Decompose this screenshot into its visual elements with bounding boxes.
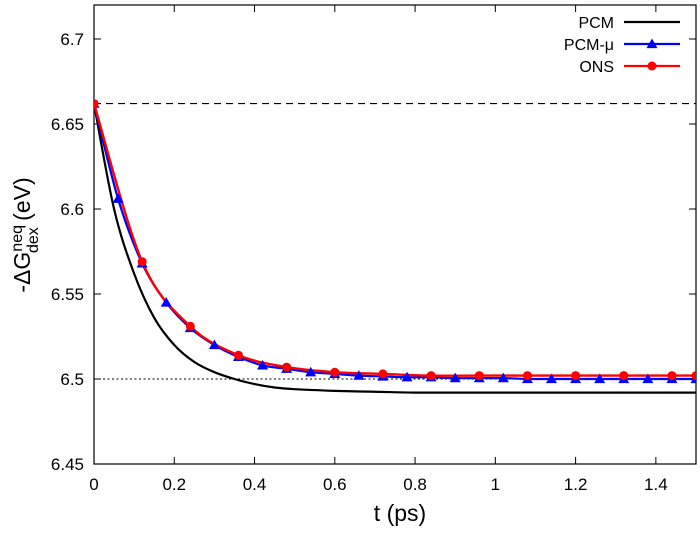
data-point-ons — [330, 367, 340, 377]
data-point-pcm — [642, 373, 654, 384]
data-point-pcm — [257, 359, 269, 370]
plot-frame — [93, 4, 697, 465]
x-tick-label: 0 — [89, 475, 98, 494]
x-tick-label: 1 — [491, 475, 500, 494]
data-point-ons — [691, 371, 696, 381]
x-tick-label: 1.2 — [564, 475, 588, 494]
data-point-pcm — [305, 366, 317, 377]
legend-label-pcm: PCM-μ — [564, 37, 614, 54]
y-tick-label: 6.65 — [51, 115, 84, 134]
legend-marker-pcm — [646, 38, 658, 49]
x-tick-label: 1.4 — [644, 475, 668, 494]
data-point-ons — [571, 371, 581, 381]
data-point-ons — [667, 371, 677, 381]
legend-label-ons: ONS — [579, 59, 614, 76]
data-point-pcm — [353, 370, 365, 380]
data-point-ons — [378, 369, 388, 379]
x-tick-label: 0.6 — [323, 475, 347, 494]
y-axis-title-superscript: neq — [9, 225, 26, 252]
data-point-ons — [474, 371, 484, 381]
series-line-pcm — [94, 103, 696, 394]
data-point-ons — [282, 362, 292, 372]
data-point-pcm — [208, 339, 220, 350]
y-axis-title-suffix: (eV) — [9, 177, 35, 227]
data-point-pcm — [449, 372, 461, 383]
y-axis-title-prefix: -ΔG — [9, 252, 35, 293]
data-point-pcm — [594, 373, 606, 384]
y-tick-label: 6.45 — [51, 455, 84, 474]
data-point-ons — [94, 99, 99, 109]
y-axis-title-subscript: dex — [25, 227, 42, 253]
data-point-ons — [522, 371, 532, 381]
data-point-pcm — [160, 297, 172, 307]
series-line-ons — [94, 103, 696, 377]
legend: PCM PCM-μ ONS — [564, 15, 680, 76]
data-point-pcm — [546, 373, 558, 384]
data-point-ons — [619, 371, 629, 381]
y-tick-label: 6.5 — [60, 370, 84, 389]
x-tick-label: 0.8 — [403, 475, 427, 494]
data-point-ons — [426, 371, 436, 381]
y-tick-label: 6.55 — [51, 285, 84, 304]
legend-marker-ons — [647, 61, 657, 71]
x-tick-label: 0.4 — [243, 475, 267, 494]
y-axis-title: -ΔGneqdex (eV) — [9, 177, 42, 292]
legend-label-pcm: PCM — [578, 15, 614, 32]
data-point-ons — [185, 321, 195, 331]
data-point-ons — [233, 350, 243, 360]
data-point-ons — [137, 257, 147, 267]
series-line-pcm — [94, 103, 696, 381]
data-point-pcm — [401, 371, 413, 382]
y-tick-label: 6.7 — [60, 30, 84, 49]
data-point-pcm — [497, 372, 509, 383]
x-tick-label: 0.2 — [162, 475, 186, 494]
x-axis-title: t (ps) — [374, 500, 426, 526]
data-point-pcm — [112, 193, 124, 203]
y-tick-label: 6.6 — [60, 200, 84, 219]
